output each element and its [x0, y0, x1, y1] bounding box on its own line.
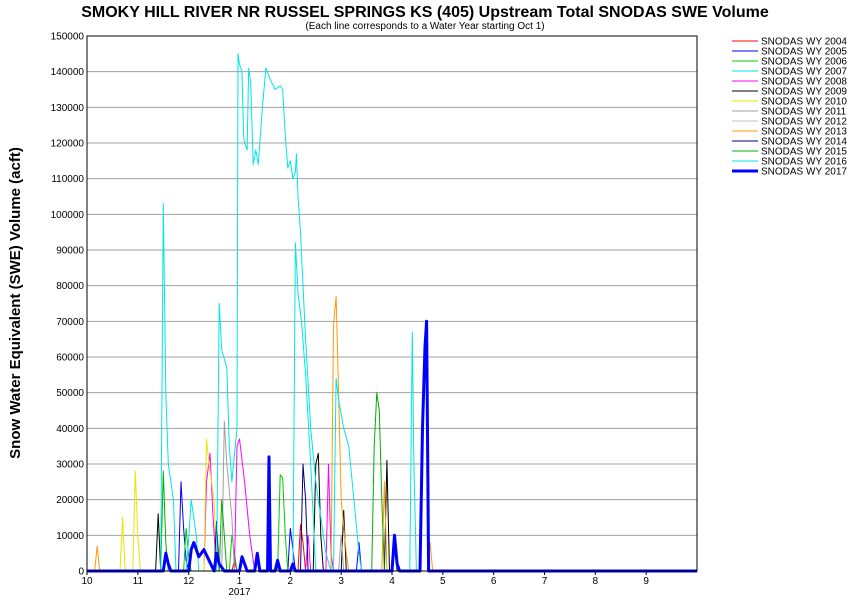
- legend-label: SNODAS WY 2017: [761, 167, 847, 178]
- x-tick-label: 10: [81, 576, 93, 587]
- y-tick-label: 140000: [51, 67, 85, 78]
- y-tick-label: 30000: [56, 460, 84, 471]
- y-tick-label: 110000: [51, 174, 84, 185]
- y-axis-label: Snow Water Equivalent (SWE) Volume (acft…: [7, 147, 24, 459]
- y-tick-label: 20000: [56, 495, 84, 506]
- grid-lines: [86, 71, 697, 575]
- y-tick-label: 10000: [56, 531, 84, 542]
- x-tick-label: 9: [643, 576, 649, 587]
- y-tick-label: 80000: [56, 281, 84, 292]
- series-line-snodas-wy-2016: [87, 53, 697, 572]
- y-tick-label: 60000: [56, 353, 84, 364]
- plot-area-frame: [86, 35, 698, 572]
- legend-label: SNODAS WY 2004: [761, 37, 847, 48]
- x-tick-label: 6: [491, 576, 497, 587]
- x-tick-label: 3: [338, 576, 344, 587]
- legend-label: SNODAS WY 2011: [761, 107, 847, 118]
- legend-label: SNODAS WY 2013: [761, 127, 847, 138]
- chart-title: SMOKY HILL RIVER NR RUSSEL SPRINGS KS (4…: [81, 4, 769, 21]
- y-tick-label: 40000: [56, 424, 84, 435]
- y-tick-label: 150000: [51, 32, 85, 43]
- y-tick-labels: 0 10000 20000 30000 40000 50000 60000 70000 8000…: [51, 32, 85, 578]
- x-tick-label: 12: [183, 576, 195, 587]
- x-year-label: 2017: [228, 587, 251, 598]
- legend-label: SNODAS WY 2009: [761, 87, 847, 98]
- series-line-snodas-wy-2017: [87, 319, 697, 573]
- y-tick-label: 130000: [51, 103, 85, 114]
- legend-label: SNODAS WY 2007: [761, 67, 847, 78]
- series-line-snodas-wy-2011: [87, 420, 697, 572]
- legend-label: SNODAS WY 2008: [761, 77, 847, 88]
- legend-label: SNODAS WY 2006: [761, 57, 847, 68]
- series-line-snodas-wy-2015: [87, 392, 697, 572]
- legend-label: SNODAS WY 2010: [761, 97, 847, 108]
- series-lines: [87, 53, 697, 573]
- x-tick-label: 5: [440, 576, 446, 587]
- legend-label: SNODAS WY 2012: [761, 117, 847, 128]
- y-tick-label: 0: [78, 567, 84, 578]
- x-tick-label: 1: [237, 576, 243, 587]
- series-line-snodas-wy-2010: [87, 438, 697, 572]
- x-tick-label: 2: [288, 576, 294, 587]
- x-tick-label: 4: [389, 576, 395, 587]
- x-tick-label: 7: [542, 576, 548, 587]
- x-tick-label: 8: [593, 576, 599, 587]
- y-tick-label: 50000: [56, 388, 84, 399]
- y-tick-label: 90000: [56, 246, 84, 257]
- y-tick-label: 120000: [51, 139, 85, 150]
- legend-label: SNODAS WY 2014: [761, 137, 847, 148]
- x-tick-label: 11: [133, 576, 144, 587]
- chart-subtitle: (Each line corresponds to a Water Year s…: [305, 21, 544, 32]
- series-line-snodas-wy-2008: [87, 438, 697, 572]
- legend-label: SNODAS WY 2015: [761, 147, 847, 158]
- y-tick-label: 100000: [51, 210, 85, 221]
- legend-label: SNODAS WY 2016: [761, 157, 847, 168]
- legend-label: SNODAS WY 2005: [761, 47, 847, 58]
- series-line-snodas-wy-2013: [87, 295, 697, 572]
- y-tick-label: 70000: [56, 317, 84, 328]
